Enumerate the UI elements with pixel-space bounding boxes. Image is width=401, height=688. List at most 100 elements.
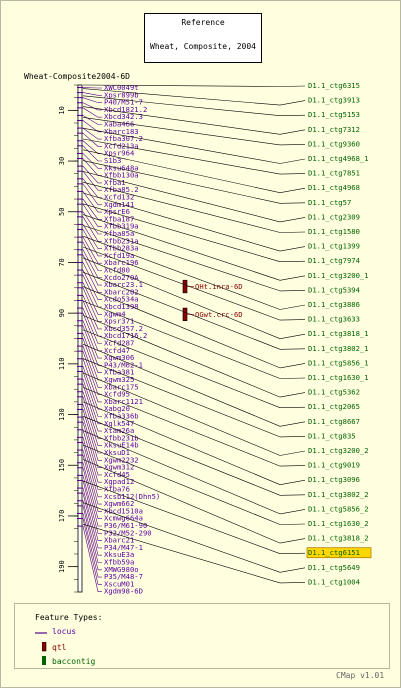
marker-label[interactable]: Xfba76 [104, 485, 130, 494]
marker-label[interactable]: P36/M61-90 [104, 521, 147, 530]
contig-label[interactable]: D1.1_ctg3096 [308, 475, 360, 484]
contig-label[interactable]: D1.1_ctg9360 [308, 139, 360, 148]
marker-label[interactable]: Xfbb231b [104, 433, 139, 442]
contig-label[interactable]: D1.1_ctg1004 [308, 577, 360, 586]
marker-label[interactable]: Xbarc202 [104, 287, 139, 296]
marker-label[interactable]: Xbcd1510a [104, 506, 143, 515]
marker-label[interactable]: Xbcd342.3 [104, 112, 143, 121]
contig-label[interactable]: D1.1_ctg3200_1 [308, 271, 369, 280]
marker-label[interactable]: Xksu648a [104, 163, 139, 172]
marker-label[interactable]: Xcmwg664a [104, 514, 143, 523]
marker-label[interactable]: XksuE14b [104, 441, 139, 450]
marker-label[interactable]: Xfba85a [104, 229, 134, 238]
marker-label[interactable]: Xbarc1121 [104, 397, 143, 406]
marker-label[interactable]: Xglk547 [104, 419, 134, 428]
marker-label[interactable]: Xgdm98-6D [104, 587, 143, 596]
contig-label[interactable]: D1.1_ctg3818_1 [308, 329, 369, 338]
contig-label[interactable]: D1.1_ctg1630_1 [308, 373, 369, 382]
marker-label[interactable]: XscuM01 [104, 579, 134, 588]
contig-label[interactable]: D1.1_ctg2065 [308, 402, 360, 411]
marker-label[interactable]: P40/M51-7 [104, 98, 143, 107]
marker-label[interactable]: Xgwm312 [104, 463, 134, 472]
contig-label[interactable]: D1.1_ctg6315 [308, 81, 360, 90]
marker-label[interactable]: Xgwm325 [104, 375, 134, 384]
marker-label[interactable]: S1b3 [104, 156, 121, 165]
contig-label[interactable]: D1.1_ctg3818_2 [308, 534, 369, 543]
marker-label[interactable]: P34/M47-1 [104, 543, 143, 552]
marker-label[interactable]: Xcfd132 [104, 193, 134, 202]
marker-label[interactable]: Xpsr899b [104, 90, 139, 99]
contig-label[interactable]: D1.1_ctg3802_1 [308, 344, 369, 353]
marker-label[interactable]: Xfbb231a [104, 236, 139, 245]
marker-label[interactable]: Xgpad12 [104, 477, 134, 486]
marker-label[interactable]: Xfba381 [104, 368, 134, 377]
qtl-label[interactable]: QGwt.crc-6D [195, 310, 243, 319]
marker-label[interactable]: Xgwm2232 [104, 455, 139, 464]
contig-label[interactable]: D1.1_ctg1399 [308, 242, 360, 251]
contig-label[interactable]: D1.1_ctg1580 [308, 227, 360, 236]
marker-label[interactable]: XksuE3a [104, 550, 134, 559]
contig-label[interactable]: D1.1_ctg57 [308, 198, 351, 207]
marker-label[interactable]: Xbarc23.1 [104, 280, 143, 289]
marker-label[interactable]: Xbcd1398 [104, 302, 139, 311]
marker-label[interactable]: XMWG980o [104, 565, 139, 574]
map-title[interactable]: Wheat-Composite2004-6D [24, 72, 130, 81]
marker-label[interactable]: XksuD1 [104, 448, 130, 457]
marker-label[interactable]: Xpsr371 [104, 317, 134, 326]
marker-label[interactable]: Xpsr964 [104, 149, 134, 158]
marker-label[interactable]: Xbarc196 [104, 258, 139, 267]
reference-box[interactable]: Reference Wheat, Composite, 2004 [144, 13, 262, 63]
marker-label[interactable]: Xgwm662 [104, 499, 134, 508]
qtl-bar[interactable] [182, 279, 188, 294]
marker-label[interactable]: Xbarc175 [104, 382, 139, 391]
marker-label[interactable]: P43/M62-1 [104, 360, 143, 369]
marker-label[interactable]: XpsrE6 [104, 207, 130, 216]
marker-label[interactable]: Xbcd357.2 [104, 324, 143, 333]
contig-label[interactable]: D1.1_ctg7974 [308, 256, 360, 265]
marker-label[interactable]: P32/M52-290 [104, 528, 152, 537]
contig-label[interactable]: D1.1_ctg5394 [308, 285, 360, 294]
contig-label[interactable]: D1.1_ctg2309 [308, 212, 360, 221]
marker-label[interactable]: Xfbb59a [104, 558, 134, 567]
contig-label[interactable]: D1.1_ctg3633 [308, 315, 360, 324]
contig-label[interactable]: D1.1_ctg3913 [308, 96, 360, 105]
contig-label[interactable]: D1.1_ctg835 [308, 431, 356, 440]
marker-label[interactable]: Xfba336b [104, 412, 139, 421]
marker-label[interactable]: Xcfd19a [104, 251, 134, 260]
marker-label[interactable]: Xcdo270A [104, 273, 139, 282]
marker-label[interactable]: Xabg20 [104, 404, 130, 413]
contig-label[interactable]: D1.1_ctg3802_2 [308, 490, 369, 499]
contig-label[interactable]: D1.1_ctg3886 [308, 300, 360, 309]
marker-label[interactable]: Xcdo534a [104, 295, 139, 304]
marker-label[interactable]: Xbarc183 [104, 127, 139, 136]
contig-label[interactable]: D1.1_ctg5153 [308, 110, 360, 119]
qtl-bar[interactable] [182, 307, 188, 322]
marker-label[interactable]: Xcfd95 [104, 390, 130, 399]
contig-label[interactable]: D1.1_ctg4968 [308, 183, 360, 192]
marker-label[interactable]: Xfba85.2 [104, 185, 139, 194]
marker-label[interactable]: Xgwm306 [104, 353, 134, 362]
marker-label[interactable]: Xfba1 [104, 178, 126, 187]
contig-label[interactable]: D1.1_ctg3200_2 [308, 446, 369, 455]
contig-label[interactable]: D1.1_ctg5362 [308, 388, 360, 397]
contig-label[interactable]: D1.1_ctg4968_1 [308, 154, 369, 163]
marker-label[interactable]: P35/M48-7 [104, 572, 143, 581]
marker-label[interactable]: Xcsb112(Dhn5) [104, 492, 160, 501]
marker-label[interactable]: XWC0049t [104, 83, 139, 92]
marker-label[interactable]: Xfba307.2 [104, 134, 143, 143]
marker-label[interactable]: Xfbb319a [104, 222, 139, 231]
contig-label[interactable]: D1.1_ctg8667 [308, 417, 360, 426]
contig-label[interactable]: D1.1_ctg7312 [308, 125, 360, 134]
contig-label[interactable]: D1.1_ctg1630_2 [308, 519, 369, 528]
marker-label[interactable]: Xfbb130a [104, 171, 139, 180]
marker-label[interactable]: Xfba187 [104, 214, 134, 223]
contig-label[interactable]: D1.1_ctg7851 [308, 169, 360, 178]
marker-label[interactable]: Xbcd1821.2 [104, 105, 147, 114]
contig-label[interactable]: D1.1_ctg5856_2 [308, 504, 369, 513]
marker-label[interactable]: Xfbb283a [104, 244, 139, 253]
contig-label[interactable]: D1.1_ctg6151 [308, 548, 360, 557]
marker-label[interactable]: Xbarc21 [104, 536, 134, 545]
marker-label[interactable]: Xbcd1716.2 [104, 331, 147, 340]
contig-label[interactable]: D1.1_ctg9019 [308, 461, 360, 470]
marker-label[interactable]: Xcfd47 [104, 346, 130, 355]
